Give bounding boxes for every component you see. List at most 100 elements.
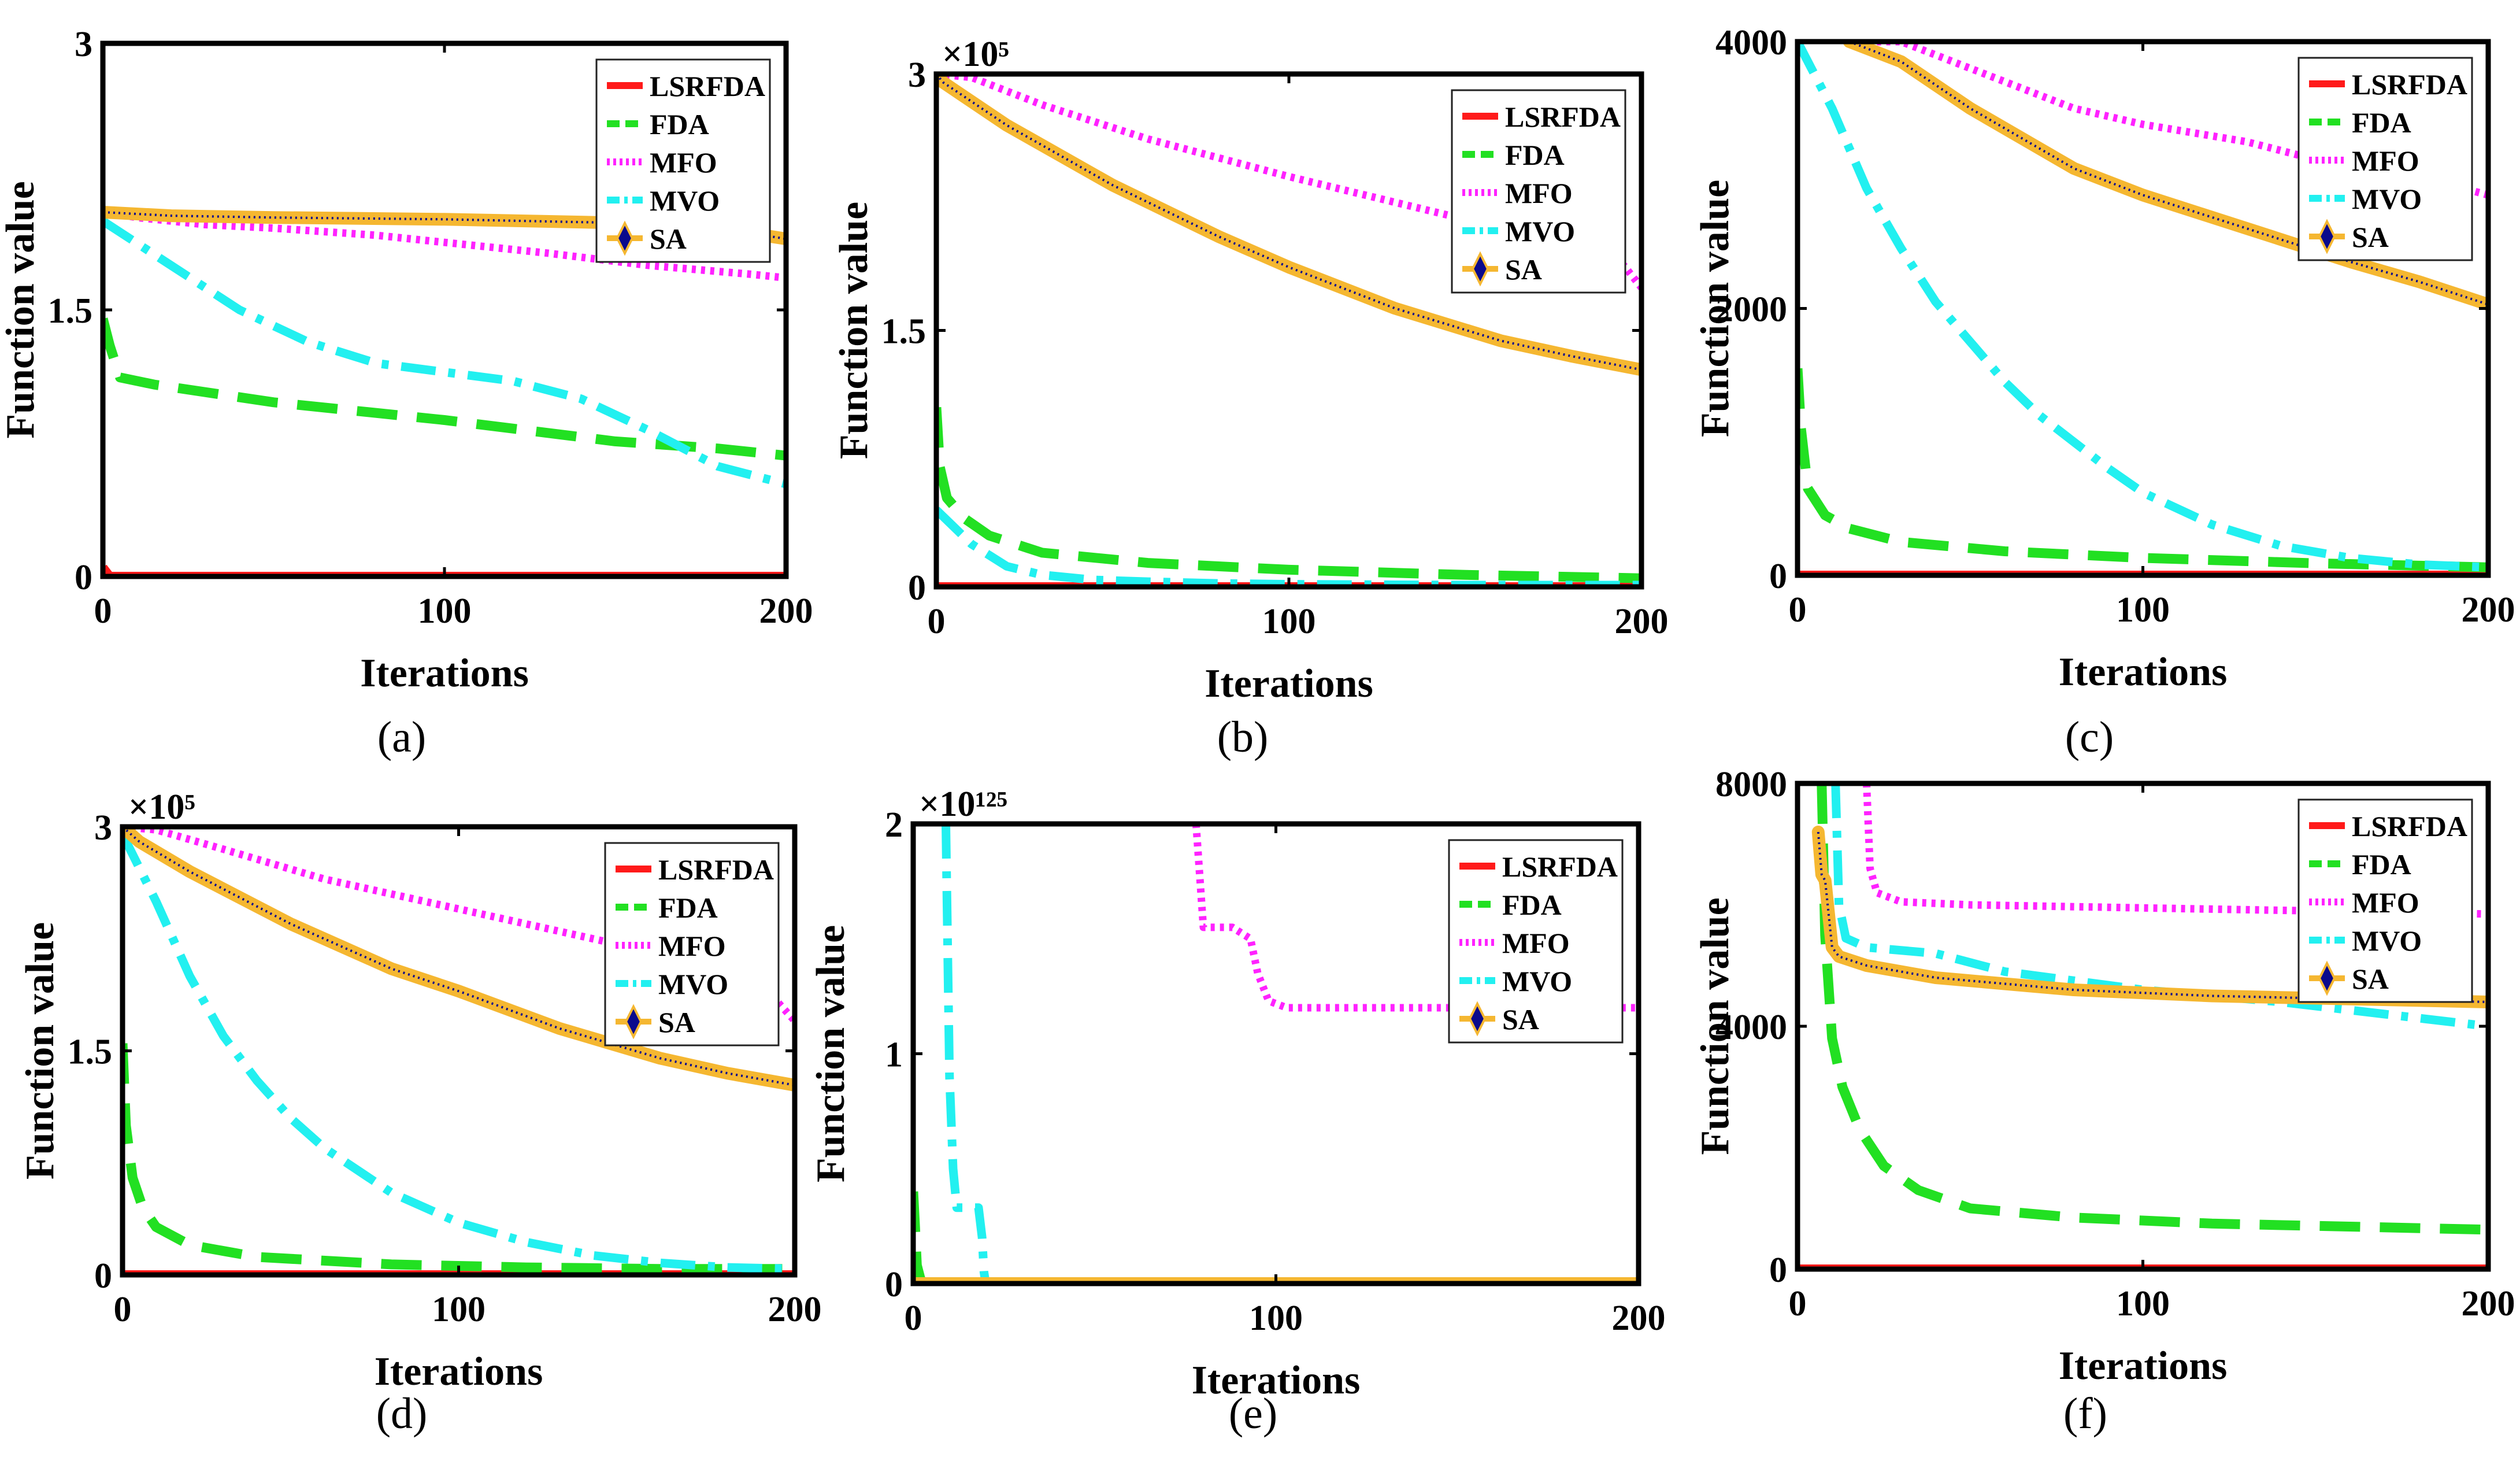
panel-b-exponent-label: ×10⁵ xyxy=(942,35,1009,74)
panel-f-label: (f) xyxy=(2063,1389,2107,1438)
panel-a-series-mvo xyxy=(103,217,786,489)
panel-c-xtick-label: 200 xyxy=(2462,590,2515,630)
panel-b-xlabel: Iterations xyxy=(1205,661,1373,706)
panel-e-xtick-label: 200 xyxy=(1612,1299,1666,1338)
panel-b-legend: LSRFDA FDA MFO MVO SA xyxy=(1451,89,1626,294)
panel-f-legend: LSRFDA FDA MFO MVO SA xyxy=(2297,798,2473,1003)
panel-e-ytick-label: 0 xyxy=(885,1265,903,1304)
panel-d-ylabel: Function value xyxy=(18,922,62,1179)
panel-b: 0 100 200 0 1.5 3 ×10⁵ Iterations Function value… xyxy=(832,35,1669,761)
panel-f-series xyxy=(1798,783,2488,1269)
panel-c-ytick-label: 2000 xyxy=(1715,290,1787,330)
panel-d-xtick-label: 0 xyxy=(114,1290,132,1329)
panel-d-label: (d) xyxy=(376,1389,428,1438)
panel-e-legend-mfo-label: MFO xyxy=(1502,927,1570,959)
panel-a-xtick-label: 100 xyxy=(418,591,472,631)
panel-e-ylabel: Function value xyxy=(809,925,853,1182)
panel-d-xtick-label: 100 xyxy=(432,1290,486,1329)
panel-b-xtick-label: 200 xyxy=(1615,602,1669,641)
panel-a-xtick-label: 0 xyxy=(94,591,112,631)
panel-a-legend: LSRFDA FDA MFO MVO SA xyxy=(595,58,771,263)
panel-b-legend-mvo-label: MVO xyxy=(1505,215,1575,247)
panel-c-xtick-label: 0 xyxy=(1789,590,1807,630)
panel-f: 0 100 200 0 4000 8000 Iterations Function value… xyxy=(1693,765,2515,1438)
panel-a-legend-lsrfda-label: LSRFDA xyxy=(650,70,765,102)
panel-e-legend-sa-label: SA xyxy=(1502,1003,1539,1036)
panel-b-ytick-label: 1.5 xyxy=(881,312,927,352)
panel-d-legend-fda-label: FDA xyxy=(658,892,718,924)
panel-e-legend-fda-label: FDA xyxy=(1502,889,1562,921)
panel-d-exponent-label: ×10⁵ xyxy=(128,787,195,827)
panel-b-ytick-label: 3 xyxy=(908,56,926,95)
panel-b-legend-lsrfda-label: LSRFDA xyxy=(1505,101,1621,133)
panel-e-label: (e) xyxy=(1229,1389,1277,1438)
panel-d-series-mvo xyxy=(123,832,795,1274)
panel-c-legend-mvo-label: MVO xyxy=(2352,183,2422,215)
panel-c-ytick-label: 0 xyxy=(1769,557,1787,596)
panel-f-xtick-label: 0 xyxy=(1789,1284,1807,1323)
panel-d-legend-mvo-label: MVO xyxy=(658,968,728,1000)
panel-d-ytick-label: 1.5 xyxy=(68,1033,113,1072)
panel-a: 0 100 200 0 1.5 3 Iterations Function value LSRF… xyxy=(0,25,813,761)
panel-d-legend-sa-label: SA xyxy=(658,1006,695,1038)
panel-a-ytick-label: 0 xyxy=(75,558,92,597)
panel-c-legend-mfo-label: MFO xyxy=(2352,145,2419,177)
panel-a-ylabel: Function value xyxy=(0,181,43,438)
panel-e-legend-sa-marker xyxy=(1468,1001,1487,1037)
panel-f-xtick-label: 200 xyxy=(2462,1284,2515,1323)
panel-e-ytick-label: 2 xyxy=(885,805,903,845)
panel-d: 0 100 200 0 1.5 3 ×10⁵ Iterations Function value… xyxy=(18,787,822,1438)
panel-b-ylabel: Function value xyxy=(832,202,876,459)
panel-d-legend-sa-marker xyxy=(624,1004,643,1040)
panel-c-legend-sa-label: SA xyxy=(2352,221,2389,253)
panel-c-series-fda xyxy=(1798,368,2488,572)
panel-f-ytick-label: 4000 xyxy=(1715,1008,1787,1047)
panel-e-xtick-label: 0 xyxy=(905,1299,922,1338)
panel-a-series-mfo xyxy=(103,208,786,282)
panel-b-legend-mfo-label: MFO xyxy=(1505,177,1573,209)
panel-c-ytick-label: 4000 xyxy=(1715,23,1787,62)
panel-b-legend-sa-label: SA xyxy=(1505,253,1542,286)
panel-c-series xyxy=(1798,42,2488,575)
panel-b-label: (b) xyxy=(1217,713,1269,761)
panel-f-xtick-label: 100 xyxy=(2116,1284,2170,1323)
panel-a-legend-mfo-label: MFO xyxy=(650,146,717,179)
panel-b-series-fda xyxy=(936,406,1641,583)
panel-c-series-mfo xyxy=(1849,42,2488,199)
panel-b-series-sa-core xyxy=(936,74,1641,371)
panel-a-xlabel: Iterations xyxy=(360,651,529,696)
panel-c-legend-lsrfda-label: LSRFDA xyxy=(2352,68,2467,101)
panel-e-legend: LSRFDA FDA MFO MVO SA xyxy=(1448,839,1624,1044)
panel-e-xlabel: Iterations xyxy=(1192,1358,1361,1403)
panel-d-legend-lsrfda-label: LSRFDA xyxy=(658,853,774,886)
panel-e-legend-mvo-label: MVO xyxy=(1502,965,1572,997)
panel-d-legend: LSRFDA FDA MFO MVO SA xyxy=(604,842,780,1046)
panel-f-legend-mfo-label: MFO xyxy=(2352,886,2419,919)
panel-c-series-mvo xyxy=(1798,42,2488,572)
panel-f-ylabel: Function value xyxy=(1693,897,1737,1155)
panel-f-series-sa-core xyxy=(1817,831,2488,1003)
panel-c-legend: LSRFDA FDA MFO MVO SA xyxy=(2297,57,2473,261)
panel-f-xlabel: Iterations xyxy=(2059,1344,2228,1388)
panel-c-ylabel: Function value xyxy=(1693,180,1737,437)
panel-d-series-sa xyxy=(123,827,795,1092)
panel-a-legend-mvo-label: MVO xyxy=(650,184,720,217)
panel-b-legend-sa-marker xyxy=(1471,251,1489,287)
panel-f-legend-lsrfda-label: LSRFDA xyxy=(2352,810,2467,842)
panel-a-ytick-label: 3 xyxy=(75,25,92,64)
panel-c-series-sa-core xyxy=(1848,42,2488,306)
panel-e-series-mfo xyxy=(1192,824,1639,1012)
panel-e-exponent-label: ×10¹²⁵ xyxy=(919,785,1007,824)
panel-b-legend-fda-label: FDA xyxy=(1505,139,1565,171)
panel-f-series-mfo xyxy=(1863,783,2488,918)
panel-e-ytick-label: 1 xyxy=(885,1036,903,1075)
panel-b-xtick-label: 100 xyxy=(1262,602,1316,641)
panel-a-ytick-label: 1.5 xyxy=(48,291,93,331)
panel-d-ytick-label: 3 xyxy=(94,808,112,848)
panel-c-legend-sa-marker xyxy=(2318,219,2336,254)
panel-a-xtick-label: 200 xyxy=(759,591,813,631)
panel-f-legend-fda-label: FDA xyxy=(2352,848,2411,881)
panel-f-series-fda xyxy=(1817,783,2488,1235)
